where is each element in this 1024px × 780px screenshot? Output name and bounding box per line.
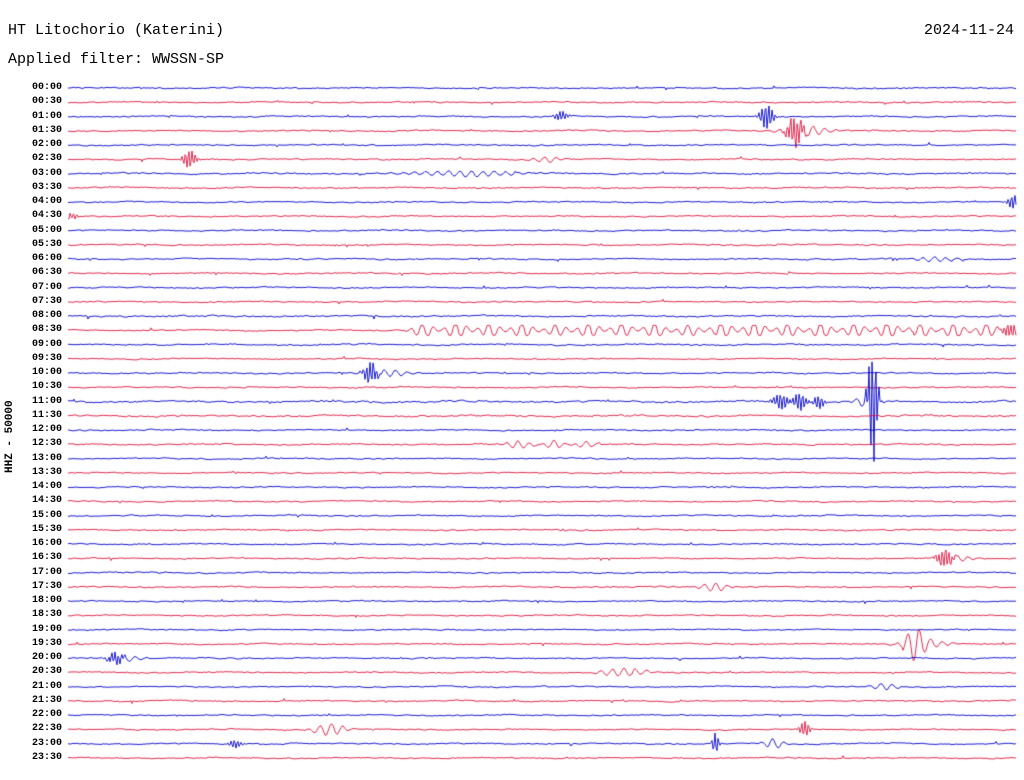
time-label: 06:00 xyxy=(31,253,62,265)
time-label: 15:30 xyxy=(31,523,62,535)
time-label: 02:30 xyxy=(31,153,62,165)
time-label: 17:00 xyxy=(31,566,62,578)
time-label: 03:00 xyxy=(31,167,62,179)
time-label: 02:00 xyxy=(31,139,62,151)
time-label: 23:30 xyxy=(31,752,62,763)
time-label: 05:30 xyxy=(31,238,62,250)
time-label: 07:30 xyxy=(31,295,62,307)
time-label: 00:00 xyxy=(31,82,62,93)
time-label: 19:30 xyxy=(31,637,62,649)
time-label: 19:00 xyxy=(31,623,62,635)
time-label: 20:00 xyxy=(31,652,62,664)
time-label: 09:00 xyxy=(31,338,62,350)
time-label: 22:00 xyxy=(31,709,62,721)
time-label: 13:30 xyxy=(31,466,62,478)
time-label: 10:30 xyxy=(31,381,62,393)
time-label: 09:30 xyxy=(31,352,62,364)
time-label: 08:00 xyxy=(31,310,62,322)
time-label: 04:30 xyxy=(31,210,62,222)
time-label: 04:00 xyxy=(31,196,62,208)
time-label: 01:00 xyxy=(31,110,62,122)
time-label: 15:00 xyxy=(31,509,62,521)
time-label: 21:00 xyxy=(31,680,62,692)
time-label: 14:30 xyxy=(31,495,62,507)
time-label: 22:30 xyxy=(31,723,62,735)
time-label: 05:00 xyxy=(31,224,62,236)
time-label: 18:30 xyxy=(31,609,62,621)
time-label: 16:30 xyxy=(31,552,62,564)
time-label: 07:00 xyxy=(31,281,62,293)
time-label: 20:30 xyxy=(31,666,62,678)
time-label: 00:30 xyxy=(31,96,62,108)
time-label: 17:30 xyxy=(31,580,62,592)
time-label: 10:00 xyxy=(31,367,62,379)
time-label: 11:30 xyxy=(31,409,62,421)
time-label: 16:00 xyxy=(31,538,62,550)
time-label: 11:00 xyxy=(31,395,62,407)
time-label: 12:30 xyxy=(31,438,62,450)
time-label: 18:00 xyxy=(31,595,62,607)
time-label: 12:00 xyxy=(31,424,62,436)
time-label: 06:30 xyxy=(31,267,62,279)
date-label: 2024-11-24 xyxy=(923,22,1014,39)
time-label: 03:30 xyxy=(31,181,62,193)
time-label: 14:00 xyxy=(31,481,62,493)
time-label: 23:00 xyxy=(31,737,62,749)
time-label: 08:30 xyxy=(31,324,62,336)
time-label: 13:00 xyxy=(31,452,62,464)
time-label: 21:30 xyxy=(31,694,62,706)
filter-label: Applied filter: WWSSN-SP xyxy=(8,51,225,68)
station-title: HT Litochorio (Katerini) xyxy=(8,22,225,39)
time-label: 01:30 xyxy=(31,124,62,136)
